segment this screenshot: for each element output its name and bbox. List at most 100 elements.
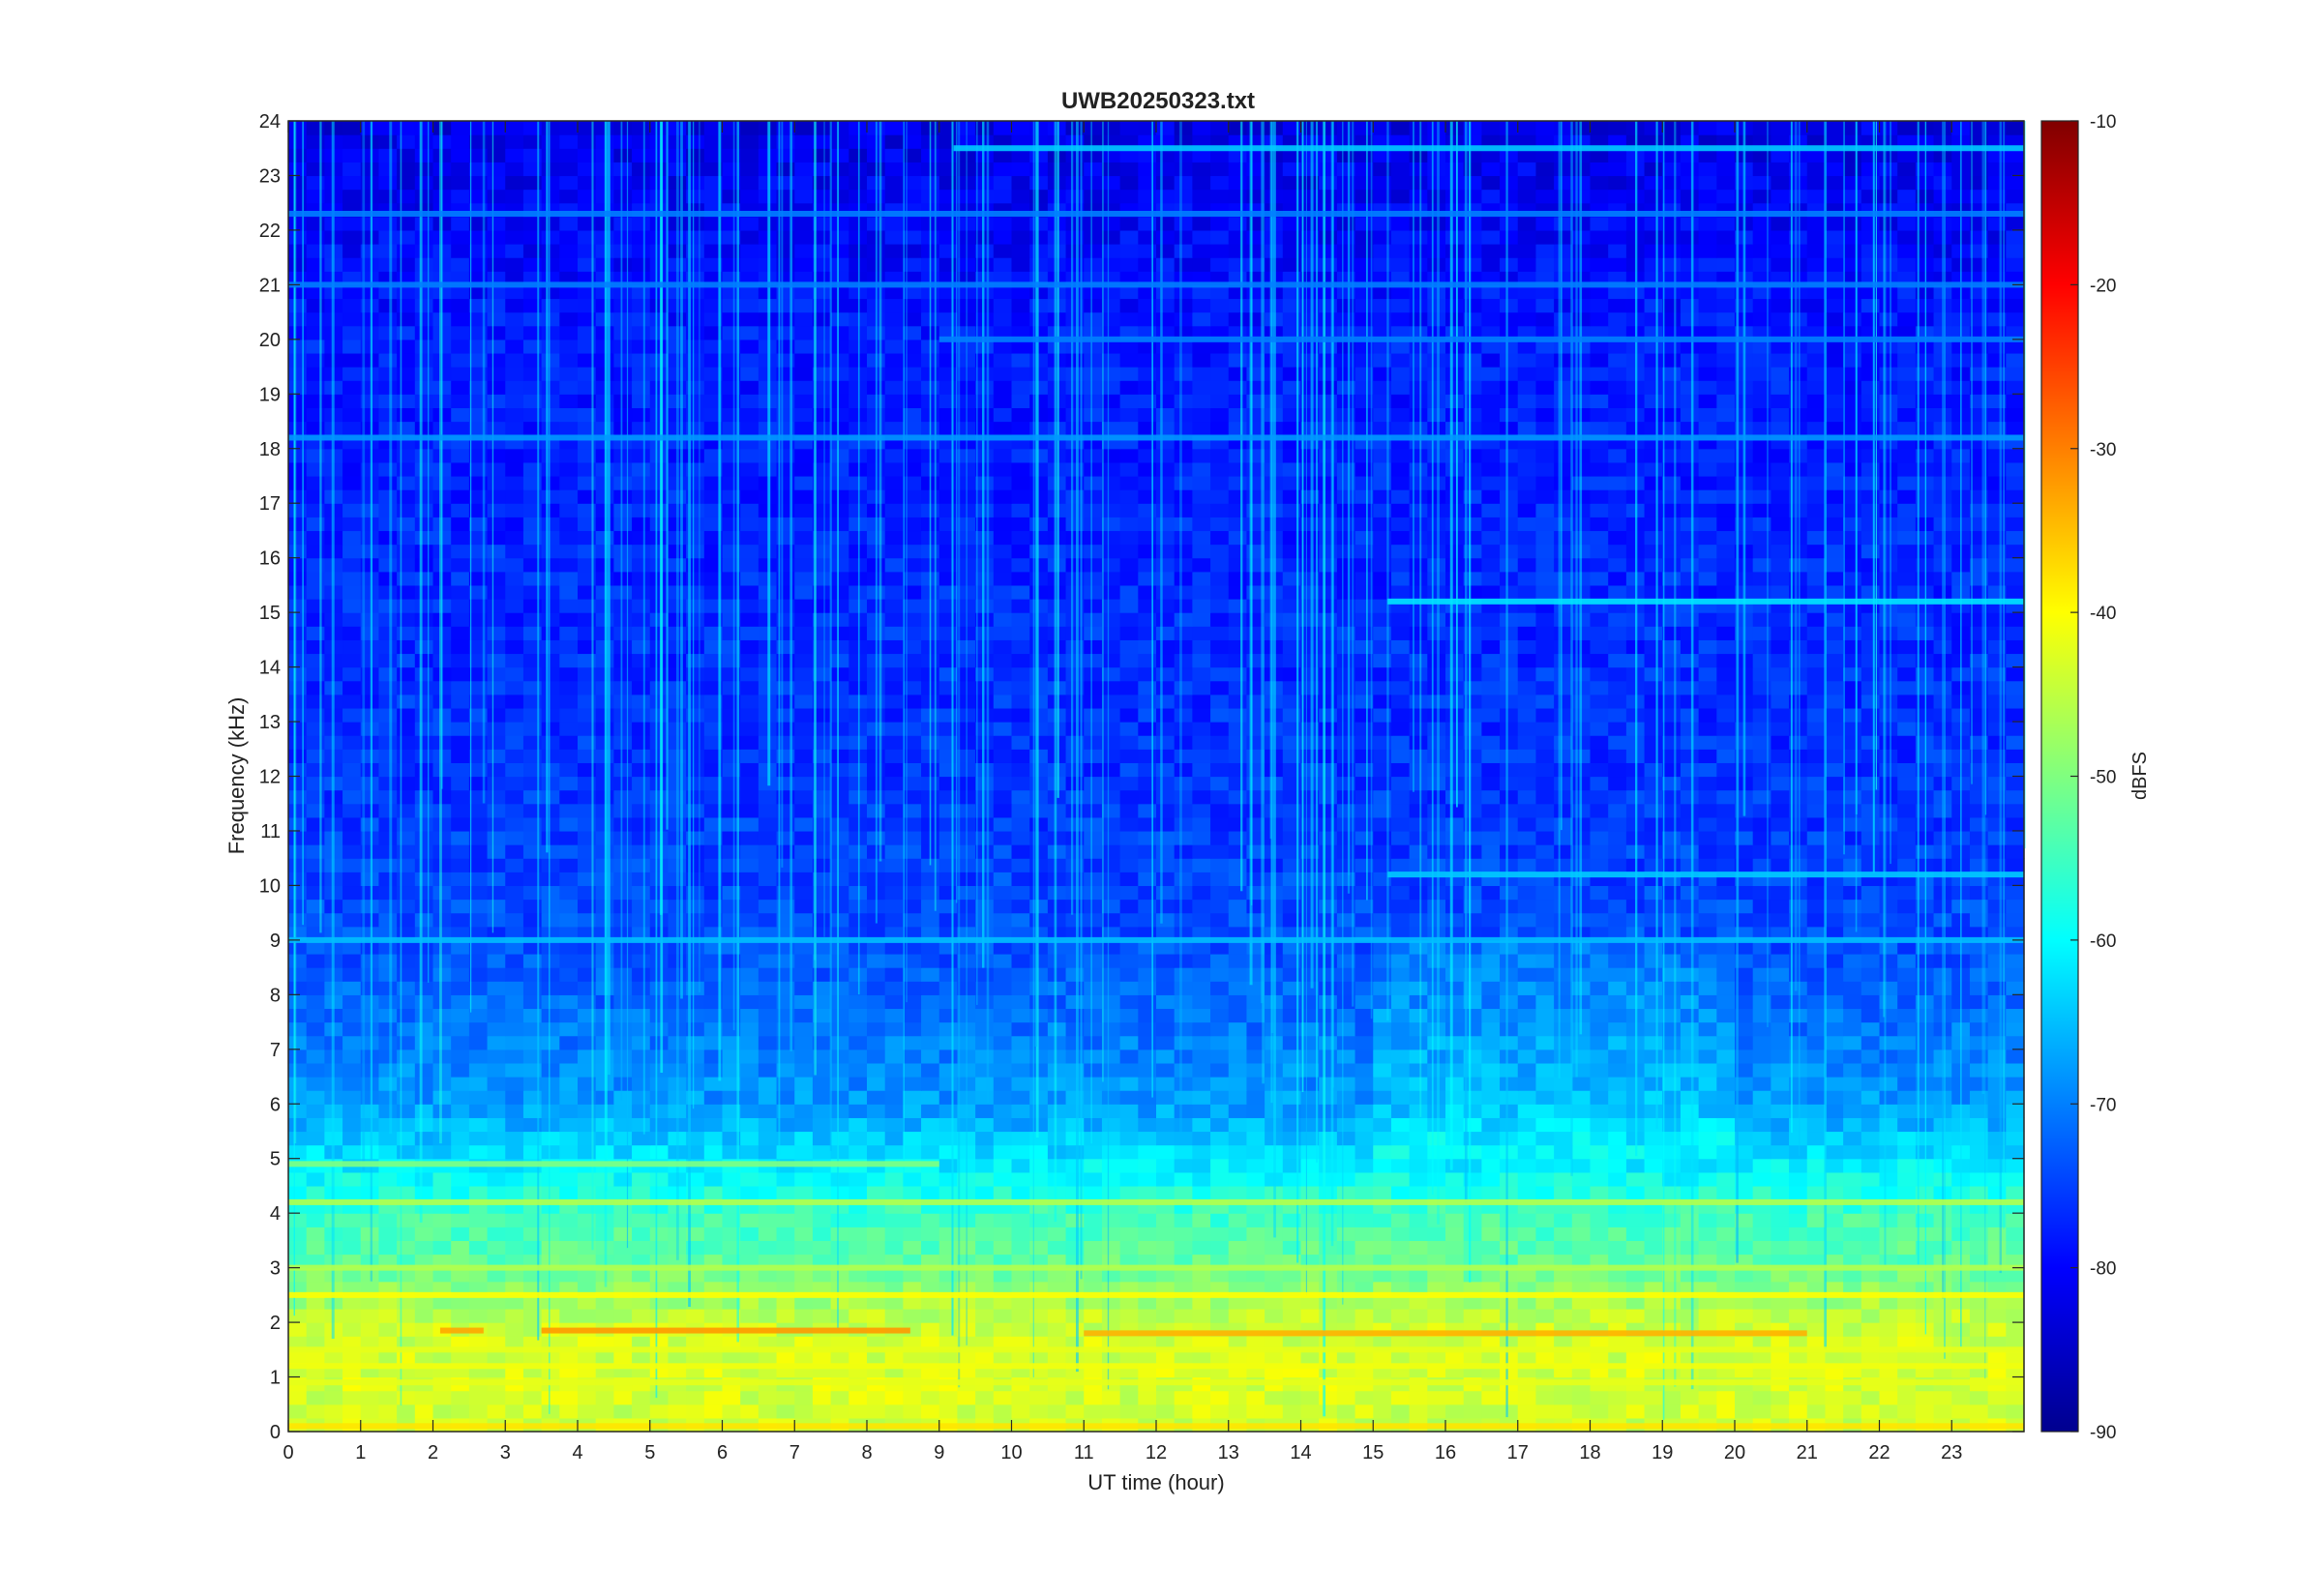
heatmap-cell: [1843, 1390, 1862, 1405]
heatmap-cell: [903, 1294, 922, 1310]
heatmap-cell: [1481, 1213, 1501, 1227]
heatmap-cell: [342, 1227, 362, 1241]
heatmap-cell: [1427, 1171, 1446, 1187]
heatmap-cell: [1192, 1158, 1211, 1173]
heatmap-cell: [1680, 1267, 1700, 1283]
heatmap-cell: [1969, 1062, 1989, 1078]
heatmap-cell: [378, 1131, 398, 1146]
heatmap-cell: [1246, 1281, 1265, 1296]
heatmap-cell: [1517, 1158, 1537, 1173]
heatmap-cell: [1554, 1213, 1573, 1227]
heatmap-cell: [1481, 1171, 1501, 1187]
heatmap-cell: [848, 1254, 868, 1269]
heatmap-cell: [1481, 1062, 1501, 1078]
heatmap-cell: [1228, 1131, 1248, 1146]
heatmap-cell: [505, 830, 524, 845]
heatmap-cell: [1752, 1404, 1771, 1419]
heatmap-cell: [1047, 816, 1067, 832]
heatmap-cell: [921, 1404, 940, 1419]
heatmap-cell: [1445, 830, 1465, 845]
heatmap-cell: [993, 735, 1013, 750]
heatmap-cell: [993, 1021, 1013, 1037]
heatmap-cell: [776, 1185, 795, 1200]
heatmap-cell: [1698, 1267, 1717, 1283]
heatmap-cell: [1590, 803, 1609, 818]
heatmap-cell: [360, 1171, 380, 1187]
heatmap-cell: [432, 1227, 452, 1241]
heatmap-cell: [1210, 722, 1230, 736]
heatmap-cell: [722, 1254, 741, 1269]
heatmap-cell: [505, 1008, 524, 1023]
heatmap-cell: [541, 1077, 560, 1091]
heatmap-cell: [1138, 776, 1157, 791]
heatmap-cell: [1662, 1336, 1682, 1350]
heatmap-cell: [830, 912, 849, 928]
heatmap-cell: [1084, 803, 1103, 818]
heatmap-cell: [867, 1213, 886, 1227]
heatmap-cell: [522, 1021, 543, 1037]
heatmap-cell: [1861, 1404, 1881, 1419]
heatmap-cell: [848, 1267, 868, 1283]
heatmap-cell: [668, 1349, 687, 1365]
heatmap-cell: [306, 749, 325, 763]
heatmap-cell: [397, 1062, 416, 1078]
heatmap-cell: [921, 1281, 940, 1296]
heatmap-cell: [1481, 1254, 1501, 1269]
heatmap-cell: [1680, 1294, 1700, 1310]
heatmap-cell: [1680, 967, 1700, 982]
heatmap-cell: [1156, 722, 1176, 736]
heatmap-cell: [758, 1404, 778, 1419]
heatmap-cell: [451, 994, 470, 1010]
heatmap-cell: [1752, 749, 1771, 763]
heatmap-cell: [487, 816, 506, 832]
heatmap-cell: [1825, 749, 1844, 763]
heatmap-cell: [1029, 1077, 1049, 1091]
heatmap-cell: [812, 1171, 832, 1187]
heatmap-cell: [1680, 1144, 1700, 1160]
heatmap-cell: [342, 816, 362, 832]
heatmap-cell: [1517, 1021, 1537, 1037]
heatmap-cell: [975, 872, 995, 887]
heatmap-cell: [1228, 1267, 1248, 1283]
heatmap-cell: [559, 1308, 579, 1323]
heatmap-cell: [1427, 1213, 1446, 1227]
heatmap-cell: [993, 1077, 1013, 1091]
heatmap-cell: [1138, 1144, 1157, 1160]
heatmap-cell: [451, 1240, 470, 1256]
heatmap-cell: [1138, 1090, 1157, 1105]
heatmap-cell: [921, 1171, 940, 1187]
heatmap-cell: [432, 1185, 452, 1200]
heatmap-cell: [288, 1185, 308, 1200]
heatmap-cell: [1319, 1077, 1338, 1091]
heatmap-cell: [1500, 1104, 1519, 1118]
heatmap-cell: [1192, 1349, 1211, 1365]
heatmap-cell: [1879, 1213, 1898, 1227]
heatmap-cell: [1680, 762, 1700, 778]
heatmap-cell: [360, 1281, 380, 1296]
heatmap-cell: [541, 749, 560, 763]
heatmap-cell: [1625, 1185, 1646, 1200]
heatmap-cell: [1735, 1390, 1754, 1405]
heatmap-cell: [342, 762, 362, 778]
heatmap-cell: [1554, 816, 1573, 832]
heatmap-cell: [993, 1104, 1013, 1118]
heatmap-cell: [703, 1349, 724, 1365]
heatmap-cell: [1825, 1390, 1844, 1405]
heatmap-cell: [884, 1077, 904, 1091]
heatmap-cell: [1590, 885, 1609, 901]
heatmap-cell: [1210, 844, 1230, 859]
heatmap-cell: [1806, 1308, 1827, 1323]
heatmap-cell: [1608, 762, 1627, 778]
heatmap-cell: [1029, 1404, 1049, 1419]
heatmap-cell: [1319, 1062, 1338, 1078]
heatmap-cell: [1879, 1185, 1898, 1200]
heatmap-cell: [1644, 722, 1663, 736]
heatmap-cell: [1500, 1049, 1519, 1064]
heatmap-cell: [1933, 1349, 1952, 1365]
heatmap-cell: [613, 1049, 633, 1064]
heatmap-cell: [613, 912, 633, 928]
heatmap-cell: [1571, 1062, 1592, 1078]
heatmap-cell: [1192, 1185, 1211, 1200]
heatmap-cell: [1427, 749, 1446, 763]
heatmap-cell: [595, 1294, 614, 1310]
